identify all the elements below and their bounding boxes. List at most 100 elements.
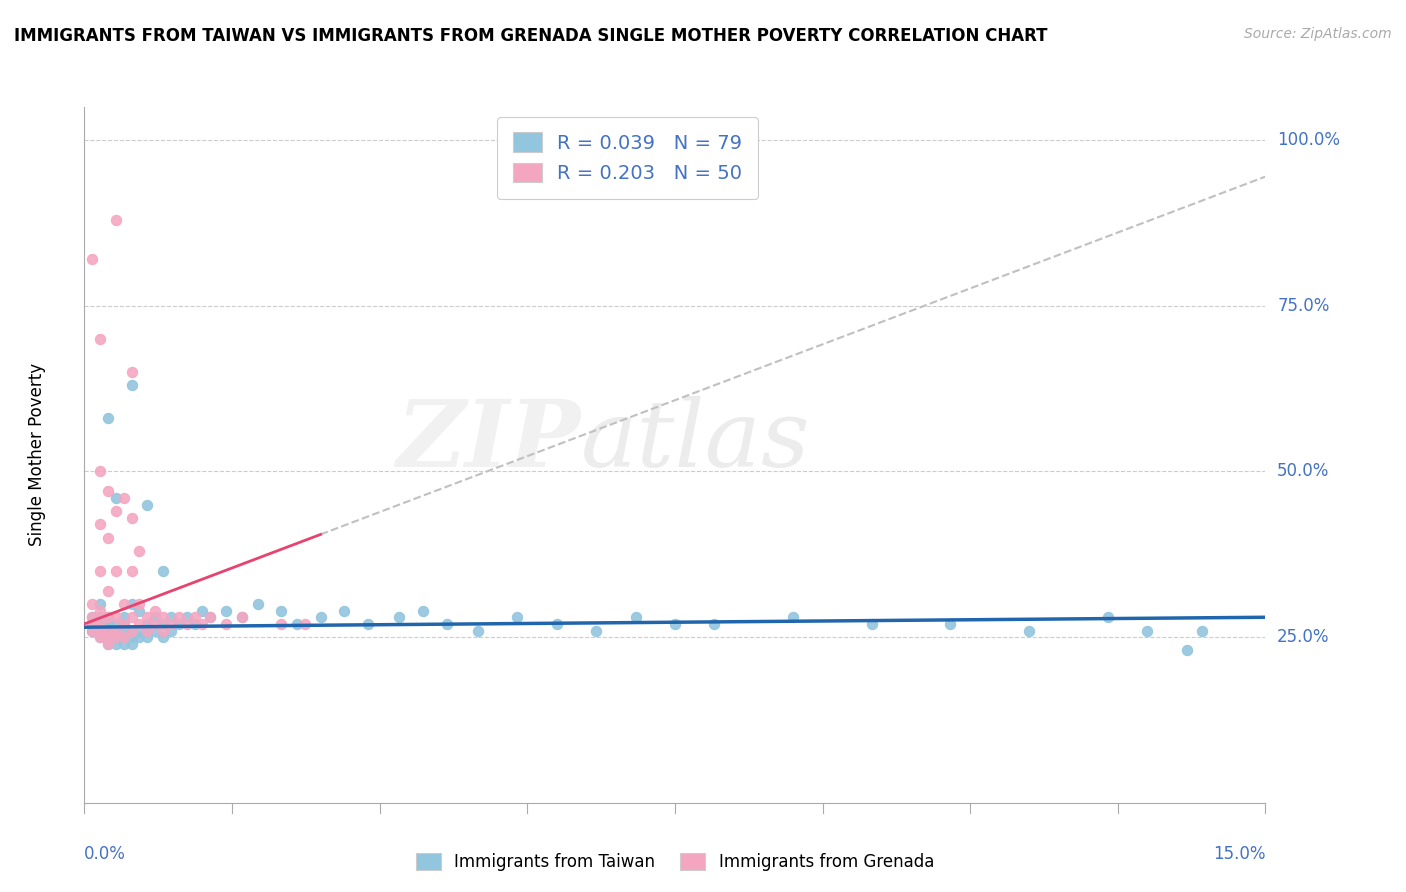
- Point: [136, 624, 159, 638]
- Point: [112, 630, 135, 644]
- Point: [89, 517, 111, 532]
- Point: [97, 610, 120, 624]
- Point: [89, 564, 111, 578]
- Point: [128, 630, 150, 644]
- Point: [128, 604, 150, 618]
- Point: [388, 610, 411, 624]
- Point: [104, 637, 127, 651]
- Point: [97, 583, 120, 598]
- Point: [82, 616, 104, 631]
- Point: [82, 610, 104, 624]
- Point: [357, 616, 380, 631]
- Point: [121, 365, 143, 379]
- Point: [104, 564, 127, 578]
- Point: [215, 616, 238, 631]
- Point: [152, 624, 174, 638]
- Point: [89, 604, 111, 618]
- Point: [152, 564, 174, 578]
- Point: [167, 610, 190, 624]
- Point: [89, 465, 111, 479]
- Point: [703, 616, 725, 631]
- Point: [97, 531, 120, 545]
- Point: [104, 624, 127, 638]
- Text: 50.0%: 50.0%: [1277, 462, 1330, 481]
- Point: [104, 630, 127, 644]
- Point: [104, 624, 127, 638]
- Point: [285, 616, 308, 631]
- Point: [112, 491, 135, 505]
- Point: [89, 624, 111, 638]
- Point: [333, 604, 356, 618]
- Point: [270, 604, 292, 618]
- Point: [136, 624, 159, 638]
- Point: [183, 610, 205, 624]
- Point: [97, 624, 120, 638]
- Point: [104, 491, 127, 505]
- Point: [104, 212, 127, 227]
- Point: [128, 624, 150, 638]
- Point: [152, 616, 174, 631]
- Point: [89, 610, 111, 624]
- Point: [97, 630, 120, 644]
- Text: 100.0%: 100.0%: [1277, 131, 1340, 149]
- Point: [1191, 624, 1213, 638]
- Point: [97, 624, 120, 638]
- Point: [97, 411, 120, 425]
- Point: [152, 610, 174, 624]
- Text: ZIP: ZIP: [396, 396, 581, 486]
- Text: 0.0%: 0.0%: [84, 845, 127, 863]
- Point: [82, 616, 104, 631]
- Point: [89, 624, 111, 638]
- Point: [215, 604, 238, 618]
- Point: [112, 637, 135, 651]
- Point: [112, 630, 135, 644]
- Text: 15.0%: 15.0%: [1213, 845, 1265, 863]
- Point: [506, 610, 529, 624]
- Point: [112, 616, 135, 631]
- Point: [104, 504, 127, 518]
- Text: IMMIGRANTS FROM TAIWAN VS IMMIGRANTS FROM GRENADA SINGLE MOTHER POVERTY CORRELAT: IMMIGRANTS FROM TAIWAN VS IMMIGRANTS FRO…: [14, 27, 1047, 45]
- Point: [191, 616, 214, 631]
- Point: [152, 630, 174, 644]
- Point: [200, 610, 222, 624]
- Point: [939, 616, 962, 631]
- Point: [82, 597, 104, 611]
- Point: [467, 624, 489, 638]
- Point: [89, 332, 111, 346]
- Point: [128, 616, 150, 631]
- Point: [294, 616, 316, 631]
- Text: Source: ZipAtlas.com: Source: ZipAtlas.com: [1244, 27, 1392, 41]
- Point: [121, 378, 143, 392]
- Point: [104, 610, 127, 624]
- Point: [160, 616, 183, 631]
- Point: [246, 597, 269, 611]
- Point: [624, 610, 647, 624]
- Point: [546, 616, 568, 631]
- Point: [128, 544, 150, 558]
- Point: [97, 616, 120, 631]
- Point: [183, 616, 205, 631]
- Point: [176, 616, 198, 631]
- Point: [270, 616, 292, 631]
- Point: [1097, 610, 1119, 624]
- Point: [121, 624, 143, 638]
- Point: [112, 624, 135, 638]
- Point: [104, 630, 127, 644]
- Point: [128, 597, 150, 611]
- Point: [121, 564, 143, 578]
- Point: [97, 616, 120, 631]
- Point: [97, 610, 120, 624]
- Point: [89, 616, 111, 631]
- Point: [82, 624, 104, 638]
- Point: [585, 624, 607, 638]
- Point: [121, 511, 143, 525]
- Point: [97, 630, 120, 644]
- Point: [121, 597, 143, 611]
- Point: [97, 630, 120, 644]
- Point: [121, 637, 143, 651]
- Point: [104, 630, 127, 644]
- Point: [89, 630, 111, 644]
- Point: [82, 610, 104, 624]
- Point: [782, 610, 804, 624]
- Point: [143, 604, 166, 618]
